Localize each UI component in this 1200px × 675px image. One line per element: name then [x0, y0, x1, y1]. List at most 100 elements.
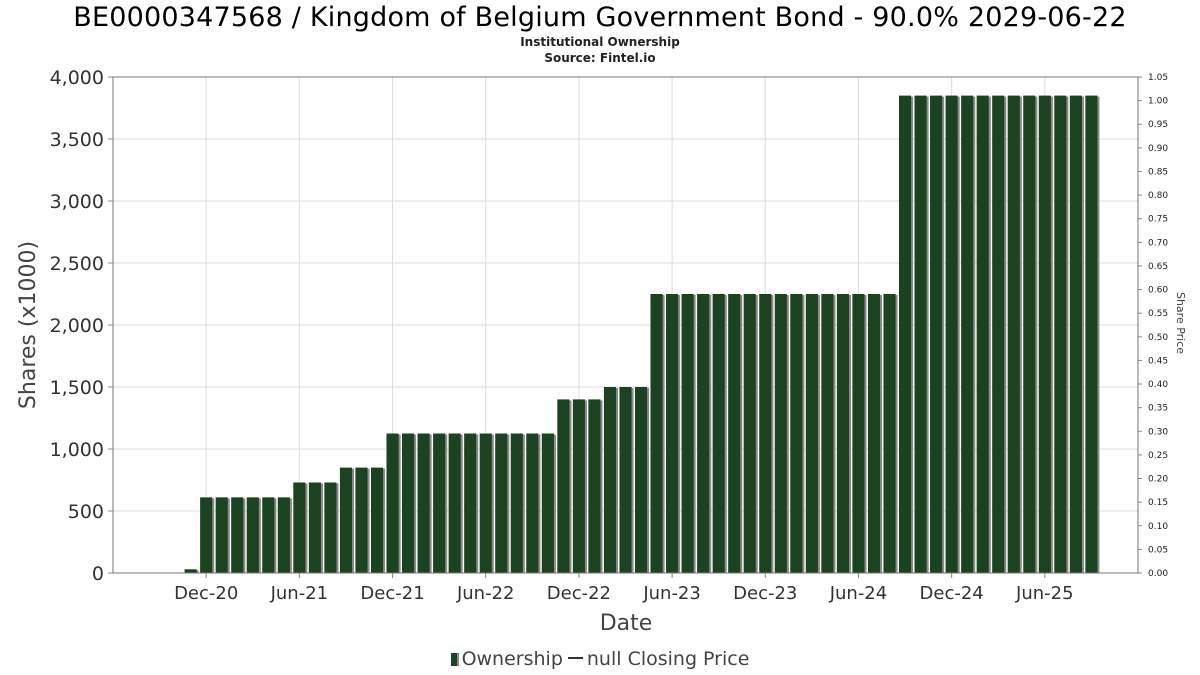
ownership-bar: [308, 482, 321, 573]
ownership-bar: [402, 433, 415, 573]
y2-tick-label: 0.65: [1148, 262, 1168, 272]
ownership-bar: [945, 95, 958, 573]
ownership-bar: [805, 294, 818, 573]
ownership-bar: [184, 569, 197, 573]
x-tick-label: Jun-25: [1015, 583, 1074, 604]
ownership-bar: [759, 294, 772, 573]
y2-tick-label: 0.60: [1148, 286, 1168, 296]
chart-title: BE0000347568 / Kingdom of Belgium Govern…: [73, 2, 1127, 33]
ownership-bar: [712, 294, 725, 573]
ownership-bar: [200, 497, 213, 573]
x-tick-label: Jun-22: [456, 583, 515, 604]
ownership-bar: [464, 433, 477, 573]
ownership-bar: [976, 95, 989, 573]
y2-tick-label: 0.95: [1148, 120, 1168, 130]
ownership-bar: [774, 294, 787, 573]
x-tick-label: Dec-21: [360, 583, 424, 604]
ownership-bar: [246, 497, 259, 573]
chart-subtitle: Institutional Ownership: [520, 35, 680, 49]
ownership-bar: [821, 294, 834, 573]
ownership-bar: [495, 433, 508, 573]
y2-tick-label: 0.90: [1148, 144, 1168, 154]
y2-tick-label: 0.45: [1148, 356, 1168, 366]
y-tick-label: 0: [92, 563, 104, 585]
ownership-bar: [588, 399, 601, 573]
y2-tick-label: 0.85: [1148, 167, 1168, 177]
ownership-bar: [867, 294, 881, 573]
price-legend-line: [567, 657, 583, 659]
y2-axis-title: Share Price: [1174, 292, 1187, 354]
ownership-bar: [681, 294, 694, 573]
y2-tick-label: 0.35: [1148, 404, 1168, 414]
ownership-bar: [231, 497, 244, 573]
ownership-bar: [603, 387, 617, 573]
plot-border: [112, 76, 1139, 574]
ownership-bar: [666, 294, 679, 573]
ownership-bar: [898, 95, 912, 573]
y2-tick-label: 0.25: [1148, 451, 1168, 461]
y2-tick-label: 0.20: [1148, 475, 1168, 485]
ownership-legend-swatch: [450, 653, 459, 666]
ownership-bar: [370, 467, 384, 573]
ownership-bar: [448, 433, 461, 573]
ownership-bar: [510, 433, 523, 573]
y-tick-label: 2,500: [50, 253, 104, 275]
y-tick-label: 500: [68, 501, 104, 523]
ownership-bar: [1007, 95, 1020, 573]
ownership-bar: [619, 387, 632, 573]
ownership-bar: [262, 497, 275, 573]
x-tick-label: Jun-24: [829, 583, 888, 604]
y2-tick-label: 1.00: [1148, 97, 1168, 107]
ownership-bar: [339, 467, 353, 573]
legend-ownership-label: Ownership: [461, 648, 563, 670]
y2-tick-label: 1.05: [1148, 73, 1168, 83]
ownership-bar: [961, 95, 974, 573]
ownership-bar: [992, 95, 1005, 573]
x-tick-label: Dec-22: [547, 583, 611, 604]
ownership-bar: [215, 497, 228, 573]
legend-price-label: null Closing Price: [586, 648, 750, 670]
y2-tick-label: 0.30: [1148, 427, 1168, 437]
ownership-bar: [479, 433, 492, 573]
ownership-bar: [277, 497, 290, 573]
x-tick-label: Dec-20: [174, 583, 238, 604]
y-tick-label: 4,000: [50, 67, 104, 89]
ownership-bar: [1038, 95, 1051, 573]
ownership-bar: [572, 399, 585, 573]
ownership-bar: [541, 433, 554, 573]
y2-tick-label: 0.00: [1148, 569, 1168, 579]
y2-tick-label: 0.55: [1148, 309, 1168, 319]
x-tick-label: Dec-23: [733, 583, 797, 604]
ownership-bar: [914, 95, 927, 573]
ownership-bar: [433, 433, 446, 573]
ownership-bar: [1085, 95, 1098, 573]
y2-tick-label: 0.80: [1148, 191, 1168, 201]
ownership-bar: [930, 95, 943, 573]
ownership-bar: [1023, 95, 1036, 573]
ownership-bar: [650, 294, 663, 573]
y2-tick-label: 0.75: [1148, 215, 1168, 225]
x-tick-label: Jun-23: [642, 583, 701, 604]
y-tick-label: 2,000: [50, 315, 104, 337]
y-tick-label: 3,500: [50, 129, 104, 151]
ownership-bar: [697, 294, 710, 573]
ownership-bar: [355, 467, 368, 573]
x-tick-label: Dec-24: [920, 583, 984, 604]
ownership-bar: [836, 294, 849, 573]
ownership-bar: [386, 433, 399, 573]
y2-tick-label: 0.15: [1148, 498, 1168, 508]
y2-tick-label: 0.10: [1148, 522, 1168, 532]
ownership-bar: [324, 482, 337, 573]
ownership-bar: [790, 294, 803, 573]
y-axis-title: Shares (x1000): [16, 241, 41, 409]
y-tick-label: 3,000: [50, 191, 104, 213]
ownership-bar: [1069, 95, 1082, 573]
chart-source: Source: Fintel.io: [544, 51, 656, 65]
y2-tick-label: 0.50: [1148, 333, 1168, 343]
ownership-bar: [852, 294, 865, 573]
x-tick-label: Jun-21: [270, 583, 329, 604]
y-tick-label: 1,500: [50, 377, 104, 399]
ownership-bar: [883, 294, 896, 573]
y2-tick-label: 0.70: [1148, 238, 1168, 248]
